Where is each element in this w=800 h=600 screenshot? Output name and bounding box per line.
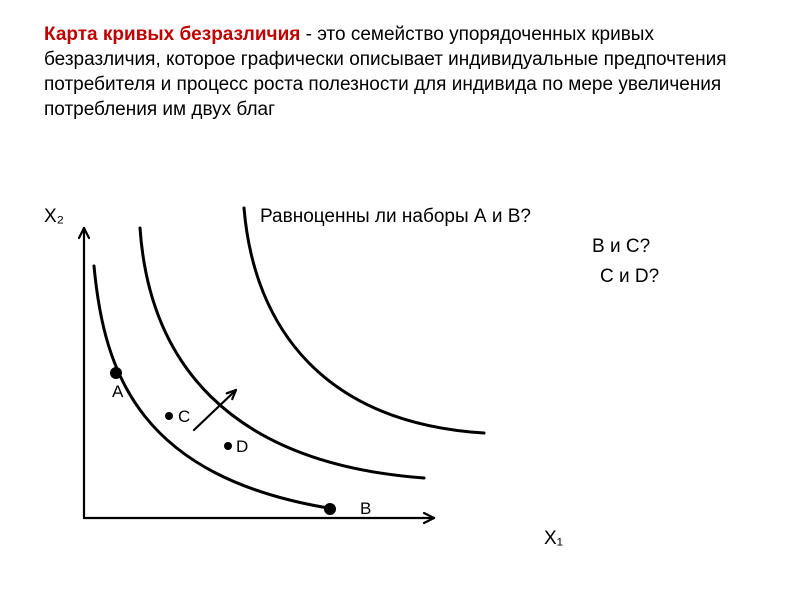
utility-arrow — [194, 390, 236, 430]
x-axis-label: Х₁ — [544, 528, 563, 550]
point-label-b: В — [360, 499, 371, 518]
points-group: А В С D — [110, 367, 371, 518]
title-term: Карта кривых безразличия — [44, 24, 300, 45]
point-label-d: D — [236, 437, 248, 456]
chart-area: Х₂ Равноценны ли наборы А и В? В и С? С … — [44, 198, 756, 578]
point-a — [110, 367, 122, 379]
title-paragraph: Карта кривых безразличия - это семейство… — [44, 22, 756, 122]
point-b — [324, 503, 336, 515]
page: Карта кривых безразличия - это семейство… — [0, 0, 800, 600]
point-label-c: С — [178, 407, 190, 426]
point-c — [165, 412, 173, 420]
indifference-chart: А В С D — [44, 198, 756, 578]
curves-group — [94, 208, 484, 509]
point-d — [224, 442, 232, 450]
point-label-a: А — [112, 382, 124, 401]
